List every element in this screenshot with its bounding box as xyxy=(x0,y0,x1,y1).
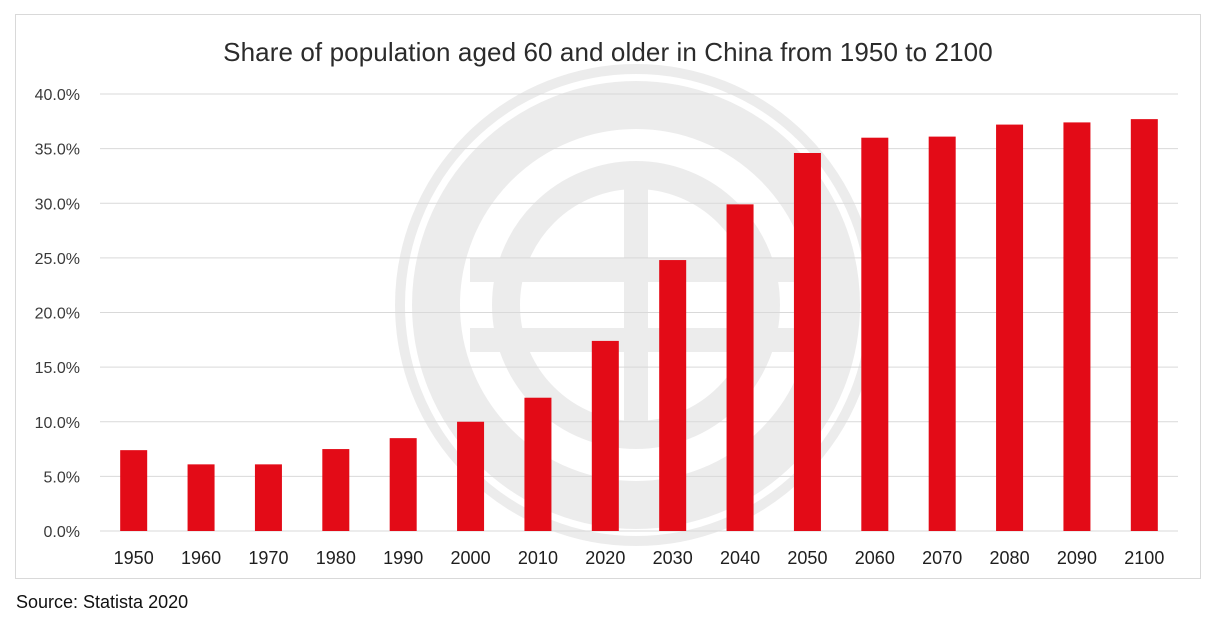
y-tick-label: 0.0% xyxy=(44,524,80,541)
x-tick-label: 2030 xyxy=(653,548,693,568)
bar-1980 xyxy=(322,449,350,531)
bar-2050 xyxy=(793,152,821,531)
bar-2090 xyxy=(1063,122,1091,531)
x-tick-label: 2010 xyxy=(518,548,558,568)
bar-2100 xyxy=(1130,119,1158,531)
bar-2040 xyxy=(726,204,754,531)
x-tick-label: 2020 xyxy=(585,548,625,568)
y-tick-label: 30.0% xyxy=(35,196,80,213)
x-tick-label: 1990 xyxy=(383,548,423,568)
bar-1990 xyxy=(389,438,417,531)
x-axis: 1950 1960 1970 1980 1990 2000 2010 2020 2030 2040… xyxy=(114,548,1165,568)
y-axis: 0.0% 5.0% 10.0% 15.0% 20.0% 25.0% 30.0% 35.0% 40… xyxy=(35,87,80,541)
y-tick-label: 25.0% xyxy=(35,251,80,268)
bar-1950 xyxy=(120,450,148,531)
bar-2000 xyxy=(457,421,485,531)
bar-2020 xyxy=(591,340,619,531)
bar-2010 xyxy=(524,397,552,531)
y-tick-label: 10.0% xyxy=(35,415,80,432)
x-tick-label: 1960 xyxy=(181,548,221,568)
x-tick-label: 2040 xyxy=(720,548,760,568)
bar-2030 xyxy=(659,260,687,531)
bar-2080 xyxy=(996,124,1024,531)
bars xyxy=(120,119,1158,532)
x-tick-label: 2050 xyxy=(787,548,827,568)
x-tick-label: 2080 xyxy=(990,548,1030,568)
x-tick-label: 2100 xyxy=(1124,548,1164,568)
bar-1960 xyxy=(187,464,215,531)
bar-2060 xyxy=(861,137,889,531)
y-tick-label: 15.0% xyxy=(35,360,80,377)
bar-1970 xyxy=(254,464,282,531)
y-tick-label: 40.0% xyxy=(35,87,80,104)
x-tick-label: 2090 xyxy=(1057,548,1097,568)
y-tick-label: 5.0% xyxy=(44,469,80,486)
y-tick-label: 20.0% xyxy=(35,306,80,323)
x-tick-label: 1970 xyxy=(248,548,288,568)
x-tick-label: 1980 xyxy=(316,548,356,568)
x-tick-label: 2060 xyxy=(855,548,895,568)
x-tick-label: 2070 xyxy=(922,548,962,568)
x-tick-label: 1950 xyxy=(114,548,154,568)
bar-2070 xyxy=(928,136,956,532)
chart-title: Share of population aged 60 and older in… xyxy=(223,37,993,67)
source-note: Source: Statista 2020 xyxy=(16,592,189,612)
y-tick-label: 35.0% xyxy=(35,142,80,159)
x-tick-label: 2000 xyxy=(451,548,491,568)
